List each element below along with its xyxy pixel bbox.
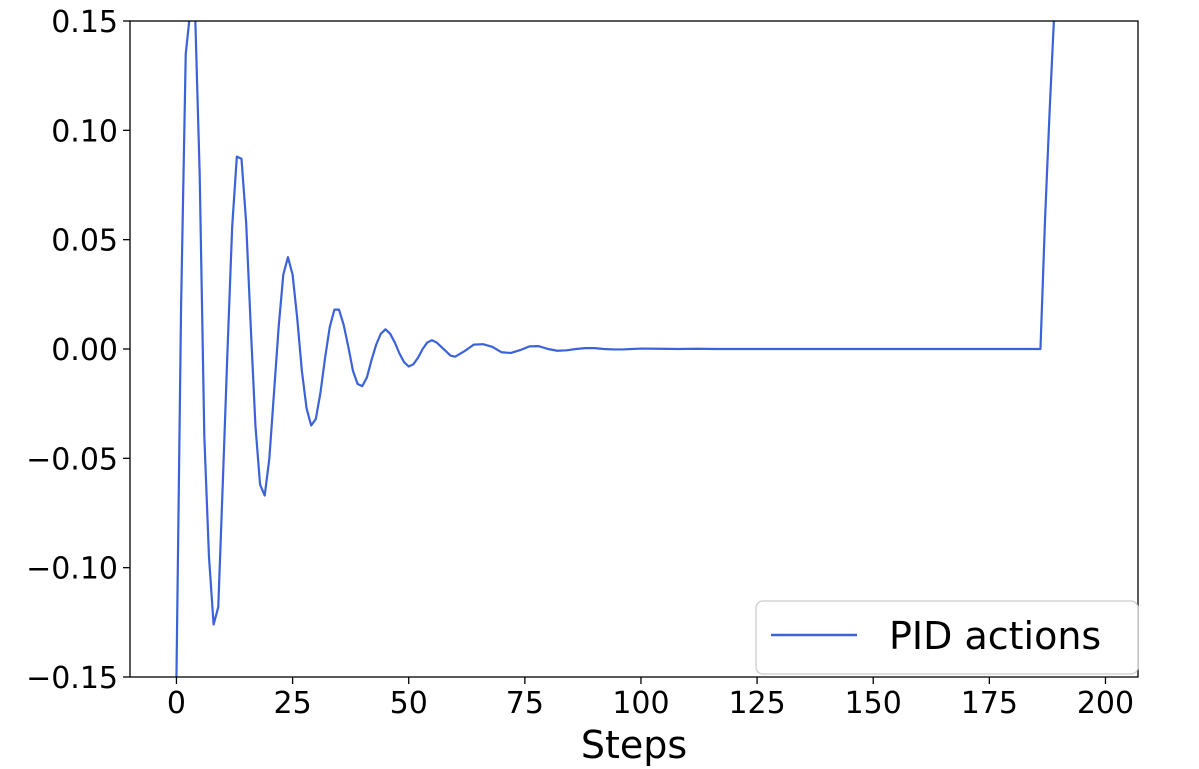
legend-label: PID actions bbox=[889, 614, 1101, 658]
x-axis: 0 25 50 75 100 125 150 175 200 bbox=[167, 677, 1134, 721]
series-line-pid-actions bbox=[175, 21, 1055, 677]
y-tick-label: −0.10 bbox=[26, 552, 118, 587]
x-tick-label: 100 bbox=[612, 686, 669, 721]
x-tick-label: 50 bbox=[390, 686, 428, 721]
legend-box bbox=[755, 600, 1139, 675]
y-tick-label: −0.05 bbox=[26, 442, 118, 477]
y-tick-label: 0.05 bbox=[51, 224, 118, 259]
y-tick-label: −0.15 bbox=[26, 661, 118, 696]
x-tick-label: 0 bbox=[167, 686, 186, 721]
y-axis: −0.15 −0.10 −0.05 0.00 0.05 0.10 0.15 bbox=[26, 5, 130, 696]
y-tick-label: 0.00 bbox=[51, 333, 118, 368]
x-tick-label: 125 bbox=[728, 686, 785, 721]
y-tick-label: 0.15 bbox=[51, 5, 118, 40]
x-tick-label: 150 bbox=[845, 686, 902, 721]
x-tick-label: 25 bbox=[273, 686, 311, 721]
x-axis-label: Steps bbox=[581, 723, 687, 767]
x-tick-label: 200 bbox=[1077, 686, 1134, 721]
legend: PID actions bbox=[755, 600, 1139, 675]
y-tick-label: 0.10 bbox=[51, 114, 118, 149]
x-tick-label: 175 bbox=[961, 686, 1018, 721]
x-tick-label: 75 bbox=[506, 686, 544, 721]
